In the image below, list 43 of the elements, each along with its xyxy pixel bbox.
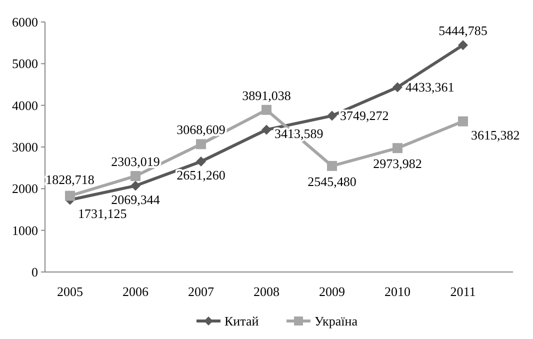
point: [130, 171, 140, 182]
point: [392, 82, 402, 92]
point: [327, 110, 337, 121]
x-tick-label: 2009: [319, 284, 345, 299]
y-tick-label: 1000: [12, 222, 38, 238]
point: [327, 160, 337, 171]
point: [458, 116, 468, 126]
x-tick-label: 2005: [57, 284, 83, 299]
x-tick-label: 2008: [254, 284, 280, 299]
x-tick-label: 2007: [188, 284, 214, 299]
data-label: 1828,718: [46, 172, 94, 187]
data-label: 2303,019: [111, 154, 160, 170]
data-label: 2973,982: [373, 156, 422, 172]
y-tick-label: 4000: [12, 98, 38, 113]
point: [130, 180, 140, 191]
point: [262, 104, 272, 115]
x-tick-label: 2010: [384, 284, 410, 299]
legend-label: Україна: [314, 314, 358, 329]
data-label: 5444,785: [438, 23, 488, 38]
data-label: 4433,361: [406, 79, 454, 94]
point: [262, 124, 272, 135]
y-tick-label: 2000: [12, 181, 38, 196]
x-tick-label: 2006: [122, 284, 149, 299]
y-tick-label: 6000: [12, 14, 38, 30]
data-label: 3413,589: [274, 126, 324, 141]
data-label: 3615,382: [471, 127, 520, 142]
y-tick-label: 3000: [12, 140, 38, 155]
point: [65, 190, 75, 201]
point: [458, 40, 468, 50]
data-label: 2651,260: [176, 168, 226, 183]
data-label: 1731,125: [78, 206, 127, 221]
data-label: 2545,480: [308, 174, 356, 189]
data-label: 3891,038: [242, 88, 291, 103]
x-tick-label: 2011: [450, 284, 476, 299]
data-label: 3068,609: [176, 122, 226, 138]
y-tick-label: 0: [32, 264, 38, 280]
point: [196, 139, 206, 150]
data-label: 2069,344: [111, 192, 160, 207]
point: [196, 156, 206, 167]
point: [392, 143, 402, 154]
legend-label: Китай: [224, 314, 259, 329]
data-label: 3749,272: [340, 108, 389, 123]
y-tick-label: 5000: [12, 56, 38, 72]
